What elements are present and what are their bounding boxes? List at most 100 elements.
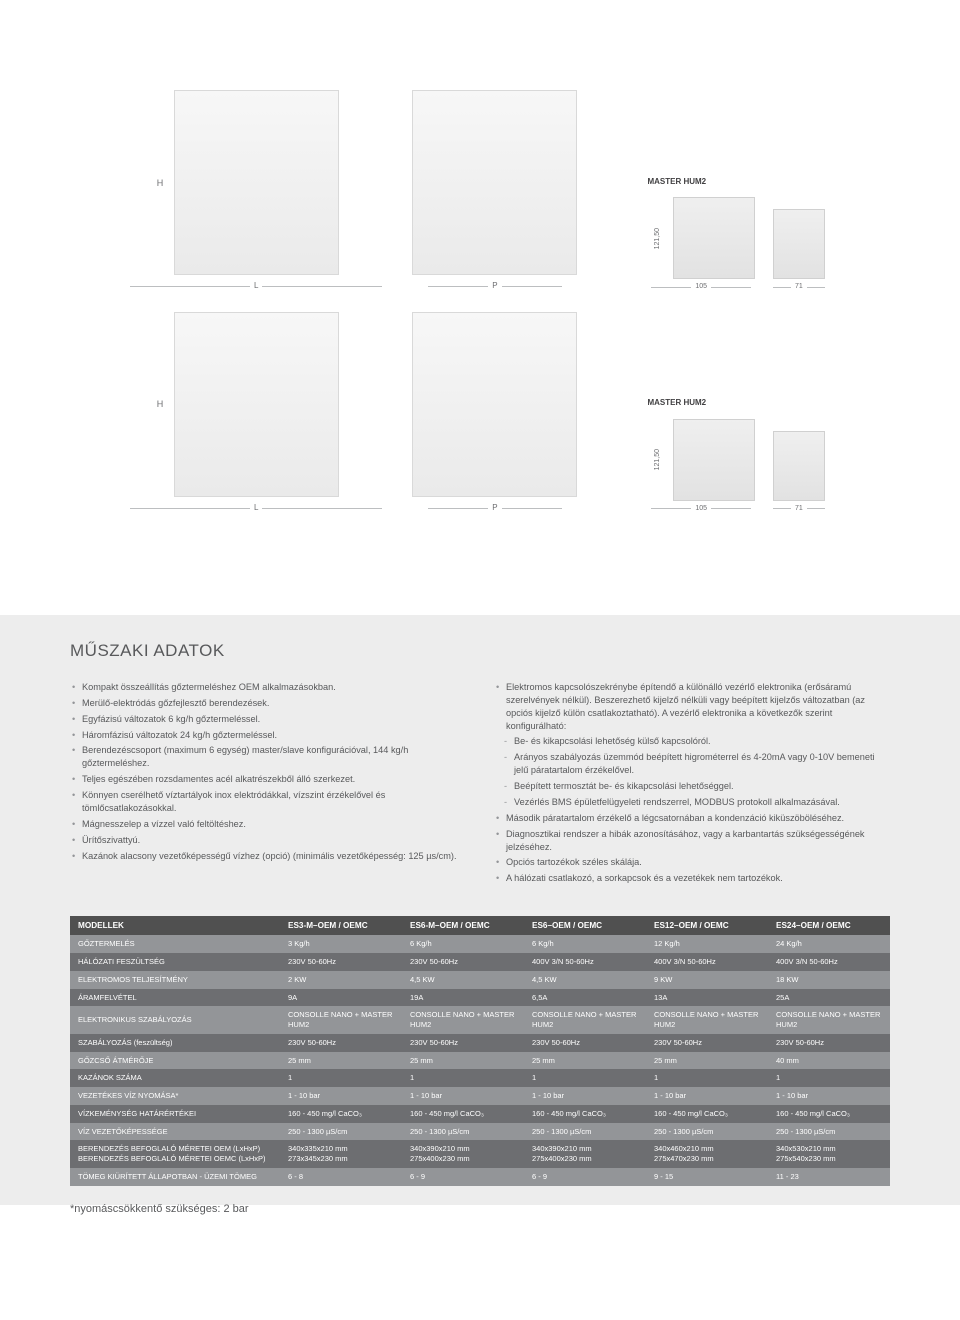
table-label-cell: SZABÁLYOZÁS (feszültség): [70, 1034, 280, 1052]
footnote: *nyomáscsökkentő szükséges: 2 bar: [70, 1202, 890, 1217]
table-cell: 250 - 1300 µS/cm: [402, 1123, 524, 1141]
table-cell: 400V 3/N 50-60Hz: [646, 953, 768, 971]
table-cell: 25 mm: [280, 1052, 402, 1070]
dim-vertical: 121,50: [653, 228, 662, 249]
table-cell: 340x390x210 mm275x400x230 mm: [402, 1140, 524, 1168]
table-label-cell: VÍZKEMÉNYSÉG HATÁRÉRTÉKEI: [70, 1105, 280, 1123]
table-cell: 25 mm: [646, 1052, 768, 1070]
dim-h-label: H: [157, 176, 164, 188]
bullet-item: Merülő-elektródás gőzfejlesztő berendezé…: [70, 697, 466, 710]
table-cell: 230V 50-60Hz: [524, 1034, 646, 1052]
unit-3: H L: [130, 312, 382, 514]
table-cell: 250 - 1300 µS/cm: [768, 1123, 890, 1141]
dim-vertical: 121,50: [653, 449, 662, 470]
table-cell: 230V 50-60Hz: [280, 1034, 402, 1052]
bullet-item: Teljes egészében rozsdamentes acél alkat…: [70, 773, 466, 786]
table-cell: 340x530x210 mm275x540x230 mm: [768, 1140, 890, 1168]
table-row: ELEKTRONIKUS SZABÁLYOZÁSCONSOLLE NANO + …: [70, 1006, 890, 1034]
table-cell: 25A: [768, 989, 890, 1007]
controller-title: MASTER HUM2: [647, 398, 706, 409]
table-cell: 1 - 10 bar: [646, 1087, 768, 1105]
table-cell: 4,5 KW: [524, 971, 646, 989]
table-cell: 1: [524, 1069, 646, 1087]
table-cell: 40 mm: [768, 1052, 890, 1070]
table-label-cell: GŐZTERMELÉS: [70, 935, 280, 953]
table-cell: 11 - 23: [768, 1168, 890, 1186]
dim-105: 105: [651, 282, 751, 291]
controller-box-small: [773, 209, 825, 279]
bullet-item: A hálózati csatlakozó, a sorkapcsok és a…: [494, 872, 890, 885]
dim-l: L: [130, 281, 382, 292]
table-cell: 13A: [646, 989, 768, 1007]
table-cell: 12 Kg/h: [646, 935, 768, 953]
table-cell: 3 Kg/h: [280, 935, 402, 953]
dim-71: 71: [773, 504, 825, 513]
table-header-cell: ES24–OEM / OEMC: [768, 916, 890, 935]
table-cell: 6 - 9: [402, 1168, 524, 1186]
bullet-item: Opciós tartozékok széles skálája.: [494, 856, 890, 869]
table-cell: 25 mm: [402, 1052, 524, 1070]
table-label-cell: GŐZCSŐ ÁTMÉRŐJE: [70, 1052, 280, 1070]
controller-box-large: [673, 419, 755, 501]
dim-p: P: [428, 281, 561, 292]
unit-box: [412, 312, 577, 497]
controller-title: MASTER HUM2: [647, 177, 706, 188]
table-row: KAZÁNOK SZÁMA11111: [70, 1069, 890, 1087]
dim-105: 105: [651, 504, 751, 513]
bullet-sub-item: Beépített termosztát be- és kikapcsolási…: [494, 780, 890, 793]
unit-2: P: [412, 90, 577, 292]
table-header-cell: ES6-M–OEM / OEMC: [402, 916, 524, 935]
table-cell: 160 - 450 mg/l CaCO₃: [280, 1105, 402, 1123]
table-cell: 400V 3/N 50-60Hz: [524, 953, 646, 971]
bullet-item: Diagnosztikai rendszer a hibák azonosítá…: [494, 828, 890, 854]
controller-box-small: [773, 431, 825, 501]
bullet-item: Könnyen cserélhető víztartályok inox ele…: [70, 789, 466, 815]
table-cell: 160 - 450 mg/l CaCO₃: [768, 1105, 890, 1123]
bullet-item: Kompakt összeállítás gőztermeléshez OEM …: [70, 681, 466, 694]
bullet-item: Ürítőszivattyú.: [70, 834, 466, 847]
table-row: VÍZKEMÉNYSÉG HATÁRÉRTÉKEI160 - 450 mg/l …: [70, 1105, 890, 1123]
table-row: BERENDEZÉS BEFOGLALÓ MÉRETEI OEM (LxHxP)…: [70, 1140, 890, 1168]
table-cell: 250 - 1300 µS/cm: [646, 1123, 768, 1141]
table-row: ÁRAMFELVÉTEL9A19A6,5A13A25A: [70, 989, 890, 1007]
table-cell: 24 Kg/h: [768, 935, 890, 953]
table-cell: 4,5 KW: [402, 971, 524, 989]
table-cell: 25 mm: [524, 1052, 646, 1070]
diagram-row-1: H L P MASTER HUM2 121,50: [130, 90, 890, 292]
table-cell: 1: [402, 1069, 524, 1087]
table-cell: CONSOLLE NANO + MASTER HUM2: [280, 1006, 402, 1034]
table-cell: 9 KW: [646, 971, 768, 989]
table-cell: 340x460x210 mm275x470x230 mm: [646, 1140, 768, 1168]
table-row: GŐZCSŐ ÁTMÉRŐJE25 mm25 mm25 mm25 mm40 mm: [70, 1052, 890, 1070]
section-title: MŰSZAKI ADATOK: [70, 640, 890, 663]
table-row: HÁLÓZATI FESZÜLTSÉG230V 50-60Hz230V 50-6…: [70, 953, 890, 971]
bullet-item: Egyfázisú változatok 6 kg/h gőztermeléss…: [70, 713, 466, 726]
table-cell: 19A: [402, 989, 524, 1007]
left-column: Kompakt összeállítás gőztermeléshez OEM …: [70, 681, 466, 888]
table-cell: 18 KW: [768, 971, 890, 989]
table-label-cell: KAZÁNOK SZÁMA: [70, 1069, 280, 1087]
table-cell: 2 KW: [280, 971, 402, 989]
table-row: VEZETÉKES VÍZ NYOMÁSA*1 - 10 bar1 - 10 b…: [70, 1087, 890, 1105]
dim-h-label: H: [157, 398, 164, 410]
table-label-cell: VÍZ VEZETŐKÉPESSÉGE: [70, 1123, 280, 1141]
table-cell: 230V 50-60Hz: [768, 1034, 890, 1052]
table-label-cell: TÖMEG KIÜRÍTETT ÁLLAPOTBAN - ÜZEMI TÖMEG: [70, 1168, 280, 1186]
table-label-cell: HÁLÓZATI FESZÜLTSÉG: [70, 953, 280, 971]
table-cell: CONSOLLE NANO + MASTER HUM2: [646, 1006, 768, 1034]
dim-71: 71: [773, 282, 825, 291]
bullet-item: Kazánok alacsony vezetőképességű vízhez …: [70, 850, 466, 863]
table-label-cell: ÁRAMFELVÉTEL: [70, 989, 280, 1007]
dim-l: L: [130, 503, 382, 514]
dim-p: P: [428, 503, 561, 514]
table-header-cell: MODELLEK: [70, 916, 280, 935]
unit-box: [412, 90, 577, 275]
table-cell: 1 - 10 bar: [524, 1087, 646, 1105]
diagram-area: H L P MASTER HUM2 121,50: [0, 0, 960, 524]
table-cell: 6 Kg/h: [402, 935, 524, 953]
table-header-cell: ES3-M–OEM / OEMC: [280, 916, 402, 935]
table-cell: 230V 50-60Hz: [402, 953, 524, 971]
table-cell: 9A: [280, 989, 402, 1007]
table-cell: 160 - 450 mg/l CaCO₃: [646, 1105, 768, 1123]
table-cell: 1 - 10 bar: [402, 1087, 524, 1105]
